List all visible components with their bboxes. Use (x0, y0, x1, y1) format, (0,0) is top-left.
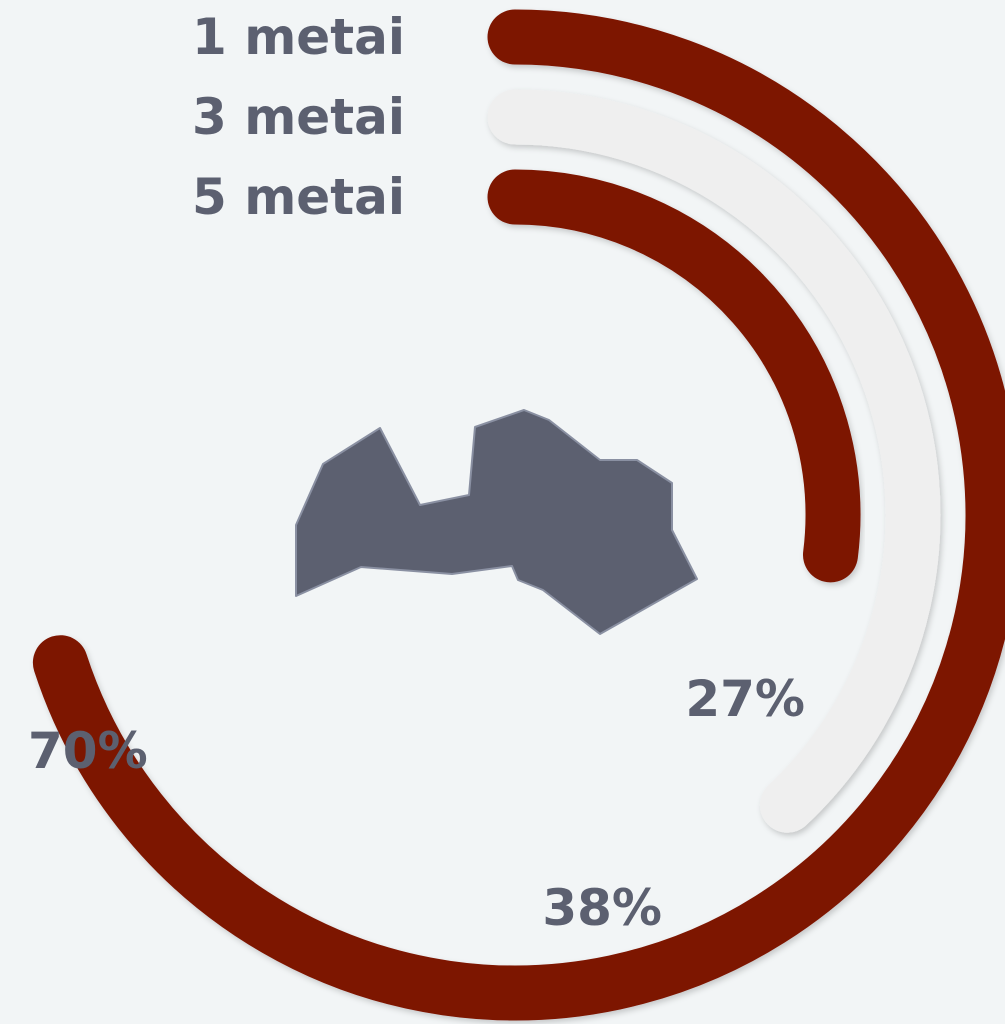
value-label-3-metai: 38% (542, 879, 662, 937)
series-label-5-metai: 5 metai (192, 168, 405, 226)
radial-bar-5-metai (487, 169, 861, 583)
radial-bar-3-metai (487, 89, 941, 833)
radial-bar-1-metai (32, 9, 1005, 1021)
value-label-5-metai: 27% (685, 670, 805, 728)
series-label-3-metai: 3 metai (192, 88, 405, 146)
value-label-1-metai: 70% (28, 722, 148, 780)
latvia-map-icon (295, 409, 698, 635)
series-label-1-metai: 1 metai (192, 8, 405, 66)
